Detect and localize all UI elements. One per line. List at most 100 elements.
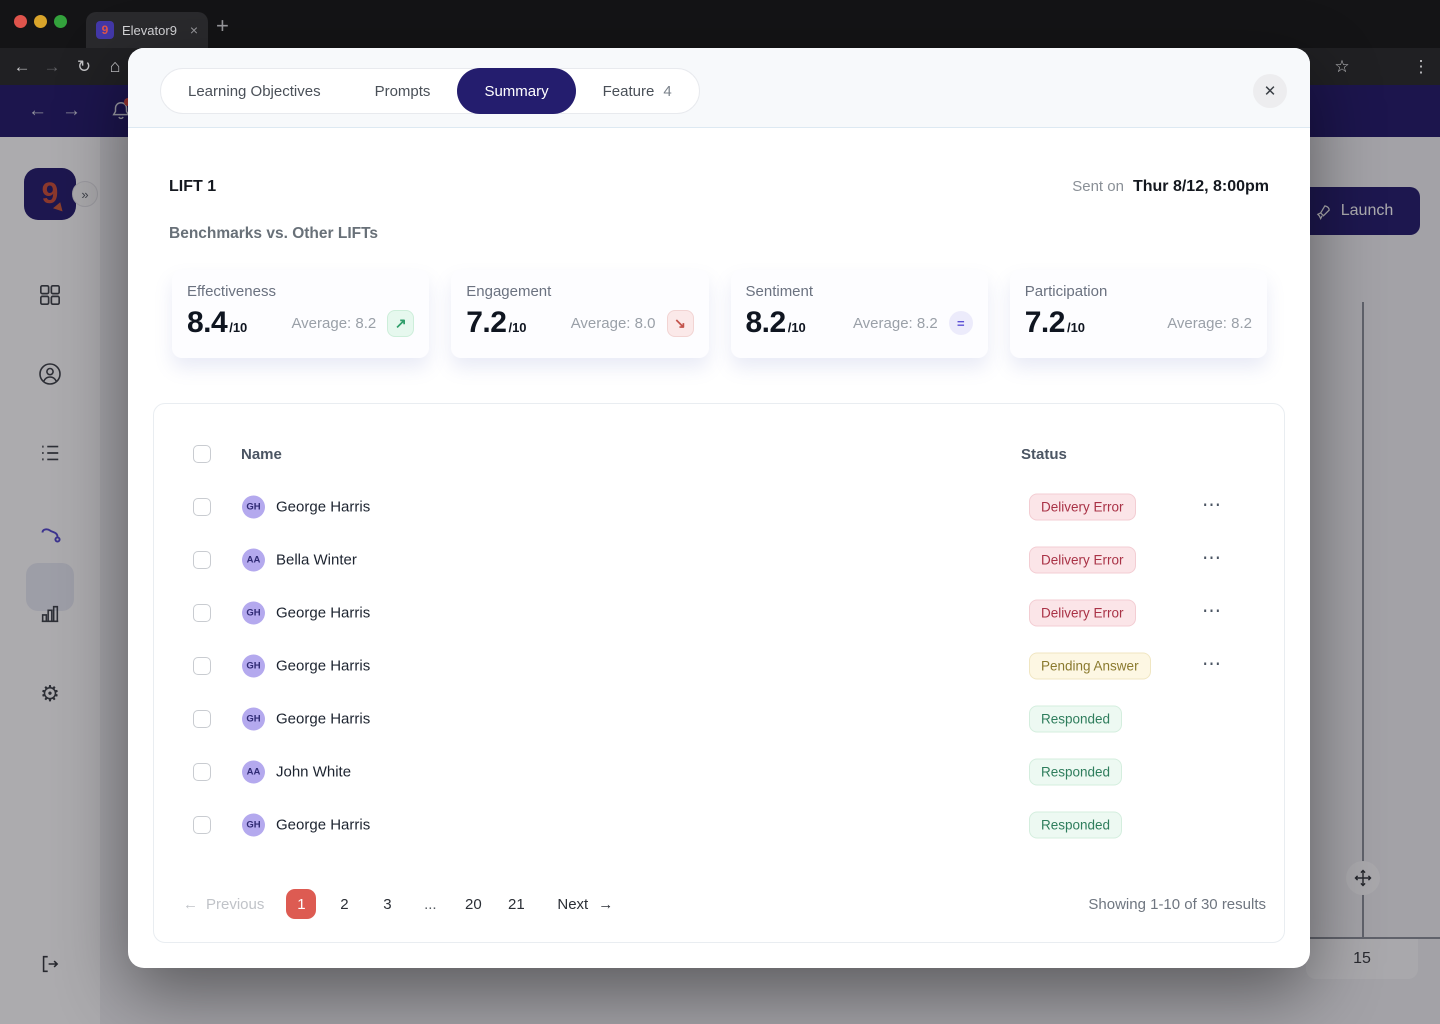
avatar: AA bbox=[242, 548, 265, 571]
close-icon[interactable]: ✕ bbox=[1253, 74, 1287, 108]
browser-forward-icon[interactable]: → bbox=[43, 56, 61, 76]
sent-label: Sent on bbox=[1072, 178, 1124, 195]
row-checkbox[interactable] bbox=[193, 497, 211, 516]
user-icon[interactable] bbox=[38, 362, 62, 386]
row-menu-icon[interactable]: ⋯ bbox=[1202, 653, 1223, 675]
flow-connector-vertical bbox=[1362, 302, 1364, 938]
modal-header: Learning Objectives Prompts Summary Feat… bbox=[128, 48, 1310, 128]
page-button-20[interactable]: 20 bbox=[465, 895, 482, 913]
metric-denominator: /10 bbox=[229, 319, 248, 335]
row-checkbox[interactable] bbox=[193, 656, 211, 675]
reload-icon[interactable]: ↻ bbox=[76, 56, 92, 76]
status-badge: Responded bbox=[1029, 705, 1123, 732]
settings-gear-icon[interactable]: ⚙ bbox=[40, 681, 60, 706]
status-badge: Responded bbox=[1029, 811, 1123, 838]
sent-value: Thur 8/12, 8:00pm bbox=[1132, 178, 1269, 195]
dashboard-grid-icon[interactable] bbox=[38, 283, 62, 307]
table-row[interactable]: AA John White Responded bbox=[154, 745, 1284, 798]
status-badge: Pending Answer bbox=[1029, 652, 1151, 679]
new-tab-icon[interactable]: + bbox=[216, 13, 229, 38]
flow-route-icon[interactable] bbox=[38, 523, 62, 547]
page-button-21[interactable]: 21 bbox=[508, 895, 525, 913]
row-menu-icon[interactable]: ⋯ bbox=[1202, 600, 1223, 622]
previous-label: Previous bbox=[206, 895, 265, 913]
metric-card-sentiment: Sentiment 8.2 /10 Average: 8.2 = bbox=[730, 270, 988, 358]
metric-card-effectiveness: Effectiveness 8.4 /10 Average: 8.2 ↗ bbox=[172, 270, 430, 358]
table-row[interactable]: GH George Harris Delivery Error ⋯ bbox=[154, 480, 1284, 533]
launch-label: Launch bbox=[1340, 202, 1394, 219]
launch-button[interactable]: Launch bbox=[1288, 187, 1420, 235]
traffic-light-zoom[interactable] bbox=[54, 15, 67, 28]
bar-chart-icon[interactable] bbox=[38, 602, 62, 626]
logout-icon[interactable] bbox=[38, 952, 62, 976]
recipients-table: Name Status GH George Harris Delivery Er… bbox=[153, 403, 1285, 943]
pagination: ← Previous 1 2 3 ... 20 21 Next → Showin… bbox=[183, 880, 1266, 928]
status-badge: Delivery Error bbox=[1029, 546, 1136, 573]
row-menu-icon[interactable]: ⋯ bbox=[1202, 547, 1223, 569]
avatar: GH bbox=[242, 495, 265, 518]
previous-arrow-icon: ← bbox=[183, 895, 198, 913]
logo-glyph: 9 bbox=[41, 177, 59, 210]
tab-summary[interactable]: Summary bbox=[457, 68, 576, 114]
metric-denominator: /10 bbox=[508, 319, 527, 335]
page-button-1[interactable]: 1 bbox=[286, 889, 317, 919]
row-checkbox[interactable] bbox=[193, 709, 211, 728]
page-button-3[interactable]: 3 bbox=[383, 895, 392, 913]
metric-denominator: /10 bbox=[787, 319, 806, 335]
person-name: George Harris bbox=[276, 710, 371, 727]
page-button-2[interactable]: 2 bbox=[340, 895, 349, 913]
tab-label: Feature bbox=[602, 82, 655, 100]
row-checkbox[interactable] bbox=[193, 762, 211, 781]
sidebar-active-highlight bbox=[26, 563, 74, 611]
person-name: George Harris bbox=[276, 604, 371, 621]
browser-tab[interactable]: 9 Elevator9 × bbox=[86, 12, 208, 48]
app-back-icon[interactable]: ← bbox=[28, 100, 47, 121]
favicon-icon: 9 bbox=[96, 21, 114, 39]
avatar: AA bbox=[242, 760, 265, 783]
tab-label: Learning Objectives bbox=[188, 82, 321, 100]
list-icon[interactable] bbox=[38, 441, 62, 465]
tab-close-icon[interactable]: × bbox=[189, 22, 198, 38]
select-all-checkbox[interactable] bbox=[193, 445, 211, 463]
metric-average: Average: 8.0 bbox=[570, 314, 656, 332]
metric-cards: Effectiveness 8.4 /10 Average: 8.2 ↗ Eng… bbox=[172, 270, 1267, 358]
table-row[interactable]: GH George Harris Responded bbox=[154, 798, 1284, 851]
row-menu-icon[interactable]: ⋯ bbox=[1202, 494, 1223, 516]
table-row[interactable]: GH George Harris Delivery Error ⋯ bbox=[154, 586, 1284, 639]
sent-info: Sent on Thur 8/12, 8:00pm bbox=[1072, 178, 1269, 196]
table-header: Name Status bbox=[154, 404, 1284, 480]
previous-button[interactable]: ← Previous bbox=[183, 896, 264, 913]
tab-prompts[interactable]: Prompts bbox=[348, 68, 458, 114]
move-handle-icon[interactable] bbox=[1346, 861, 1380, 895]
table-row[interactable]: AA Bella Winter Delivery Error ⋯ bbox=[154, 533, 1284, 586]
flow-connector-horizontal bbox=[1280, 937, 1440, 939]
home-icon[interactable]: ⌂ bbox=[109, 56, 121, 76]
trend-down-icon: ↘ bbox=[666, 309, 694, 337]
page-ellipsis: ... bbox=[424, 895, 437, 913]
row-checkbox[interactable] bbox=[193, 550, 211, 569]
row-checkbox[interactable] bbox=[193, 603, 211, 622]
sidebar-expand-button[interactable]: » bbox=[72, 181, 98, 207]
browser-menu-icon[interactable]: ⋮ bbox=[1412, 56, 1430, 76]
table-row[interactable]: GH George Harris Responded bbox=[154, 692, 1284, 745]
tab-learning-objectives[interactable]: Learning Objectives bbox=[161, 68, 348, 114]
metric-denominator: /10 bbox=[1066, 319, 1086, 335]
traffic-light-close[interactable] bbox=[14, 15, 27, 28]
flow-node-15[interactable]: 15 bbox=[1306, 939, 1418, 979]
benchmarks-subtitle: Benchmarks vs. Other LIFTs bbox=[169, 225, 379, 242]
app-logo[interactable]: 9 bbox=[24, 168, 76, 220]
status-badge: Responded bbox=[1029, 758, 1123, 785]
next-arrow-icon: → bbox=[598, 895, 614, 913]
tab-feature-count: 4 bbox=[663, 82, 672, 100]
metric-average: Average: 8.2 bbox=[291, 314, 377, 332]
table-row[interactable]: GH George Harris Pending Answer ⋯ bbox=[154, 639, 1284, 692]
browser-back-icon[interactable]: ← bbox=[13, 56, 31, 76]
row-checkbox[interactable] bbox=[193, 815, 211, 834]
tab-label: Summary bbox=[484, 82, 549, 100]
next-button[interactable]: Next → bbox=[557, 896, 613, 913]
app-forward-icon[interactable]: → bbox=[62, 100, 81, 121]
tab-feature[interactable]: Feature 4 bbox=[576, 68, 699, 114]
avatar: GH bbox=[242, 813, 265, 836]
bookmark-star-icon[interactable]: ☆ bbox=[1334, 56, 1350, 76]
traffic-light-minimize[interactable] bbox=[34, 15, 47, 28]
